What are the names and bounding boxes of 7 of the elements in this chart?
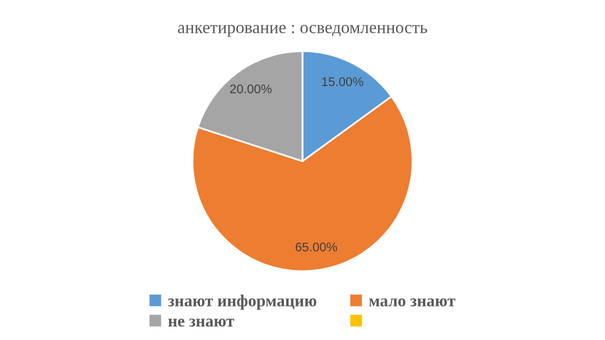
- data-label: 20.00%: [230, 84, 272, 94]
- data-label: 65.00%: [296, 242, 338, 252]
- legend-label: не знают: [168, 318, 234, 327]
- data-label: 15.00%: [322, 77, 364, 86]
- legend-label: мало знают: [369, 298, 456, 306]
- chart-title: анкетирование : осведомленность: [178, 24, 428, 37]
- legend-label: знают информацию: [168, 294, 316, 310]
